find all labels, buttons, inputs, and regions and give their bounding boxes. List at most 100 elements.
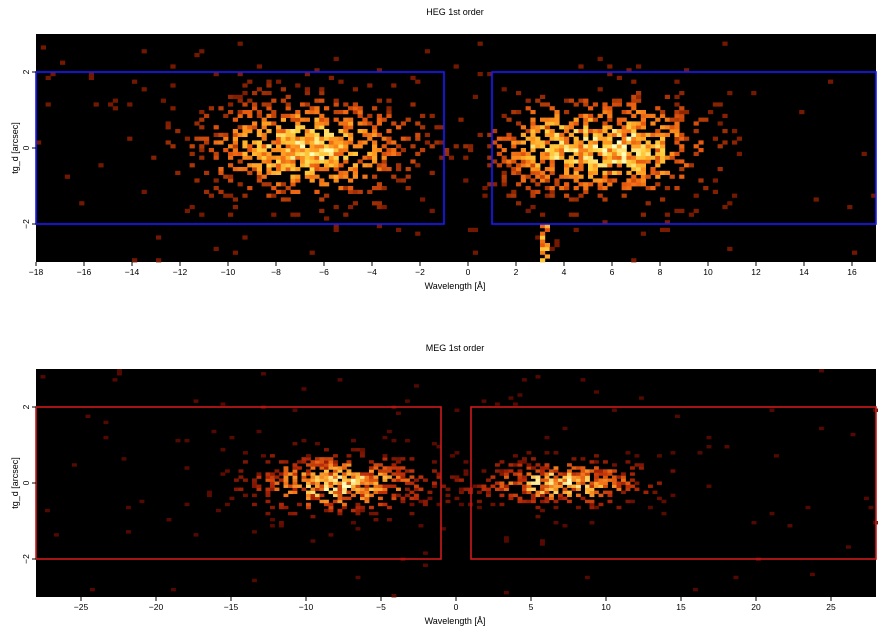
heg-heatmap-cell <box>266 106 272 111</box>
heg-heatmap-cell <box>396 167 402 172</box>
meg-heatmap-cell <box>292 472 298 476</box>
heg-heatmap-cell <box>602 151 608 156</box>
heg-heatmap-cell <box>559 174 565 179</box>
meg-heatmap-cell <box>252 502 257 507</box>
heg-heatmap-cell <box>588 167 594 172</box>
heg-heatmap-cell <box>324 136 330 141</box>
heg-heatmap-cell <box>511 144 517 149</box>
heg-heatmap-cell <box>276 182 282 187</box>
heg-heatmap-cell <box>218 167 224 172</box>
heg-heatmap-cell <box>338 170 344 175</box>
heg-heatmap-cell <box>525 208 531 213</box>
heg-heatmap-cell <box>530 125 536 130</box>
meg-heatmap-cell <box>382 472 388 476</box>
heg-heatmap-cell <box>247 98 253 103</box>
heg-heatmap-cell <box>655 148 661 153</box>
heg-heatmap-cell <box>333 205 339 210</box>
heg-heatmap-cell <box>362 155 368 160</box>
heg-heatmap-cell <box>285 148 291 153</box>
heg-heatmap-cell <box>439 125 445 130</box>
meg-heatmap-cell <box>463 472 469 476</box>
heg-heatmap-cell <box>621 151 627 156</box>
meg-heatmap-cell <box>513 472 518 476</box>
heg-heatmap-cell <box>664 170 670 175</box>
heg-heatmap-cell <box>597 186 603 191</box>
heg-heatmap-cell <box>381 144 387 149</box>
heg-heatmap-cell <box>338 186 344 191</box>
meg-heatmap-cell <box>292 511 298 516</box>
heg-heatmap-cell <box>237 167 243 172</box>
heg-heatmap-cell <box>314 148 320 153</box>
meg-heatmap-cell <box>238 475 244 479</box>
heg-heatmap-cell <box>660 197 666 202</box>
meg-heatmap-cell <box>306 472 311 476</box>
heg-heatmap-cell <box>232 117 238 122</box>
heg-heatmap-cell <box>583 144 589 149</box>
heg-heatmap-cell <box>602 159 608 164</box>
meg-heatmap-cell <box>612 469 617 473</box>
heg-heatmap-cell <box>540 125 546 130</box>
heg-heatmap-cell <box>400 148 406 153</box>
heg-heatmap-cell <box>309 167 315 172</box>
heg-heatmap-cell <box>285 167 291 172</box>
meg-heatmap-cell <box>396 466 401 470</box>
heg-heatmap-cell <box>578 64 584 69</box>
heg-heatmap-cell <box>535 136 541 141</box>
heg-heatmap-cell <box>540 243 546 248</box>
heg-heatmap-cell <box>415 136 421 141</box>
meg-heatmap-cell <box>85 414 91 419</box>
meg-heatmap-cell <box>630 472 635 476</box>
meg-heatmap-cell <box>580 466 586 470</box>
heg-heatmap-cell <box>261 182 267 187</box>
heg-heatmap-cell <box>616 129 622 134</box>
heg-heatmap-cell <box>276 189 282 194</box>
heg-heatmap-cell <box>204 140 210 145</box>
meg-heatmap-cell <box>207 493 212 498</box>
meg-heatmap-cell <box>567 493 572 498</box>
heg-heatmap-cell <box>276 148 282 153</box>
heg-heatmap-cell <box>660 227 666 232</box>
heg-heatmap-cell <box>621 159 627 164</box>
heg-heatmap-cell <box>343 129 349 134</box>
heg-heatmap-cell <box>511 155 517 160</box>
heg-heatmap-cell <box>660 148 666 153</box>
heg-heatmap-cell <box>309 250 315 255</box>
heg-heatmap-cell <box>554 155 560 160</box>
heg-heatmap-cell <box>213 72 219 77</box>
heg-heatmap-cell <box>525 174 531 179</box>
meg-heatmap-cell <box>625 481 631 485</box>
meg-heatmap-cell <box>333 481 338 485</box>
meg-heatmap-cell <box>477 505 482 510</box>
heg-heatmap-cell <box>50 72 56 77</box>
meg-heatmap-cell <box>459 502 464 507</box>
meg-heatmap-cell <box>495 469 500 473</box>
meg-heatmap-cell <box>283 505 289 510</box>
meg-heatmap-cell <box>414 496 419 501</box>
meg-heatmap-cell <box>409 511 415 516</box>
meg-heatmap-cell <box>292 484 298 488</box>
meg-heatmap-cell <box>409 475 415 479</box>
heg-heatmap-cell <box>266 144 272 149</box>
heg-heatmap-cell <box>333 117 339 122</box>
meg-heatmap-cell <box>297 484 302 488</box>
meg-heatmap-cell <box>283 493 289 498</box>
heg-heatmap-cell <box>367 151 373 156</box>
heg-heatmap-cell <box>189 151 195 156</box>
meg-heatmap-cell <box>333 469 338 473</box>
heg-heatmap-cell <box>381 163 387 168</box>
heg-heatmap-cell <box>549 193 555 198</box>
heg-heatmap-cell <box>626 151 632 156</box>
heg-heatmap-cell <box>184 136 190 141</box>
heg-heatmap-cell <box>290 163 296 168</box>
heg-heatmap-cell <box>650 121 656 126</box>
meg-heatmap-cell <box>490 484 496 488</box>
heg-heatmap-cell <box>285 197 291 202</box>
heg-heatmap-cell <box>252 167 258 172</box>
meg-heatmap-cell <box>306 505 311 510</box>
heg-heatmap-cell <box>487 132 493 137</box>
meg-heatmap-cell <box>571 466 577 470</box>
heg-heatmap-cell <box>501 182 507 187</box>
meg-heatmap-cell <box>432 481 437 485</box>
heg-heatmap-cell <box>616 163 622 168</box>
heg-heatmap-cell <box>367 113 373 118</box>
